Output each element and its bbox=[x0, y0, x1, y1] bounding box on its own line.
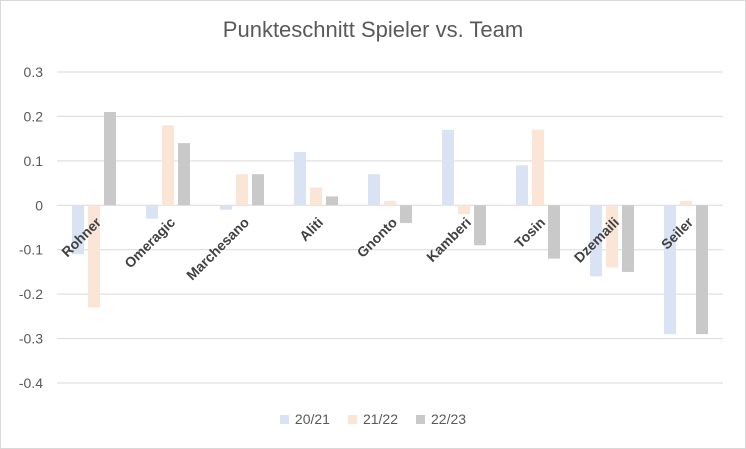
bar-seiler-20-21 bbox=[664, 205, 676, 335]
category-label: Gnonto bbox=[354, 214, 401, 261]
chart-title: Punkteschnitt Spieler vs. Team bbox=[222, 17, 524, 42]
y-tick-label: 0.1 bbox=[24, 153, 44, 169]
bar-seiler-21-22 bbox=[680, 200, 692, 206]
legend-label: 21/22 bbox=[362, 411, 399, 427]
y-tick-label: 0.2 bbox=[24, 108, 44, 124]
y-tick-label: -0.3 bbox=[19, 331, 43, 347]
category-label: Tosin bbox=[511, 214, 548, 251]
bar-marchesano-20-21 bbox=[220, 205, 232, 210]
y-tick-label: 0 bbox=[35, 197, 43, 213]
bar-omeragic-20-21 bbox=[146, 205, 158, 219]
bar-kamberi-21-22 bbox=[458, 205, 470, 215]
bar-gnonto-21-22 bbox=[384, 200, 396, 206]
bar-aliti-21-22 bbox=[310, 187, 322, 206]
y-tick-label: -0.2 bbox=[19, 286, 43, 302]
bar-marchesano-21-22 bbox=[236, 174, 248, 206]
y-tick-label: -0.1 bbox=[19, 242, 43, 258]
bar-tosin-22-23 bbox=[548, 205, 560, 259]
legend-item: 20/21 bbox=[279, 411, 330, 427]
category-label: Aliti bbox=[296, 214, 326, 244]
bar-kamberi-22-23 bbox=[474, 205, 486, 246]
bar-omeragic-21-22 bbox=[162, 125, 174, 206]
bar-dzemaili-21-22 bbox=[606, 205, 618, 268]
category-label: Marchesano bbox=[183, 214, 252, 283]
category-label: Seiler bbox=[658, 214, 697, 253]
legend-label: 22/23 bbox=[431, 411, 467, 427]
bar-marchesano-22-23 bbox=[252, 174, 264, 206]
legend-item: 22/23 bbox=[416, 411, 466, 427]
y-tick-label: 0.3 bbox=[24, 64, 44, 80]
bar-seiler-22-23 bbox=[696, 205, 708, 335]
legend-item: 21/22 bbox=[347, 411, 399, 427]
category-label: Kamberi bbox=[423, 214, 474, 265]
chart-legend: 20/21 21/22 22/23 bbox=[1, 411, 745, 427]
bar-rohner-21-22 bbox=[88, 205, 100, 308]
y-tick-label: -0.4 bbox=[19, 375, 43, 391]
bar-gnonto-20-21 bbox=[368, 174, 380, 206]
bar-tosin-21-22 bbox=[532, 129, 544, 206]
bar-dzemaili-20-21 bbox=[590, 205, 602, 277]
bar-rohner-20-21 bbox=[72, 205, 84, 255]
bar-tosin-20-21 bbox=[516, 165, 528, 206]
bar-dzemaili-22-23 bbox=[622, 205, 634, 272]
legend-swatch bbox=[347, 414, 357, 424]
legend-swatch bbox=[279, 414, 289, 424]
bar-omeragic-22-23 bbox=[178, 143, 190, 206]
bar-kamberi-20-21 bbox=[442, 129, 454, 206]
bar-aliti-22-23 bbox=[326, 196, 338, 206]
legend-label: 20/21 bbox=[294, 411, 330, 427]
bar-aliti-20-21 bbox=[294, 151, 306, 206]
bar-gnonto-22-23 bbox=[400, 205, 412, 224]
bar-rohner-22-23 bbox=[104, 111, 116, 206]
legend-swatch bbox=[416, 414, 426, 424]
category-label: Omeragic bbox=[121, 214, 178, 271]
